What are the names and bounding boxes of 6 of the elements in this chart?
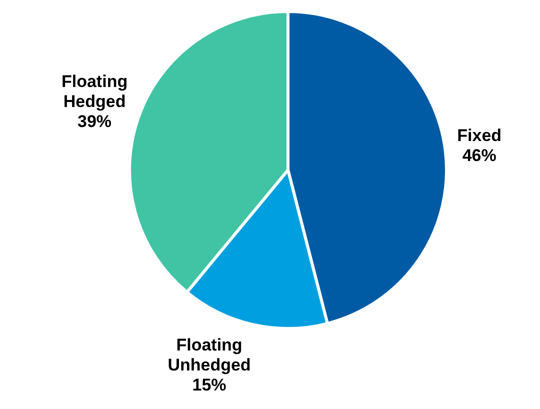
slice-label: Floating Hedged [61,72,128,111]
data-label: 15% [192,375,226,394]
data-label: 39% [78,112,112,131]
slice-label: Floating Unhedged [168,335,251,374]
data-label: 46% [462,146,496,165]
slice-label: Fixed [457,126,502,145]
